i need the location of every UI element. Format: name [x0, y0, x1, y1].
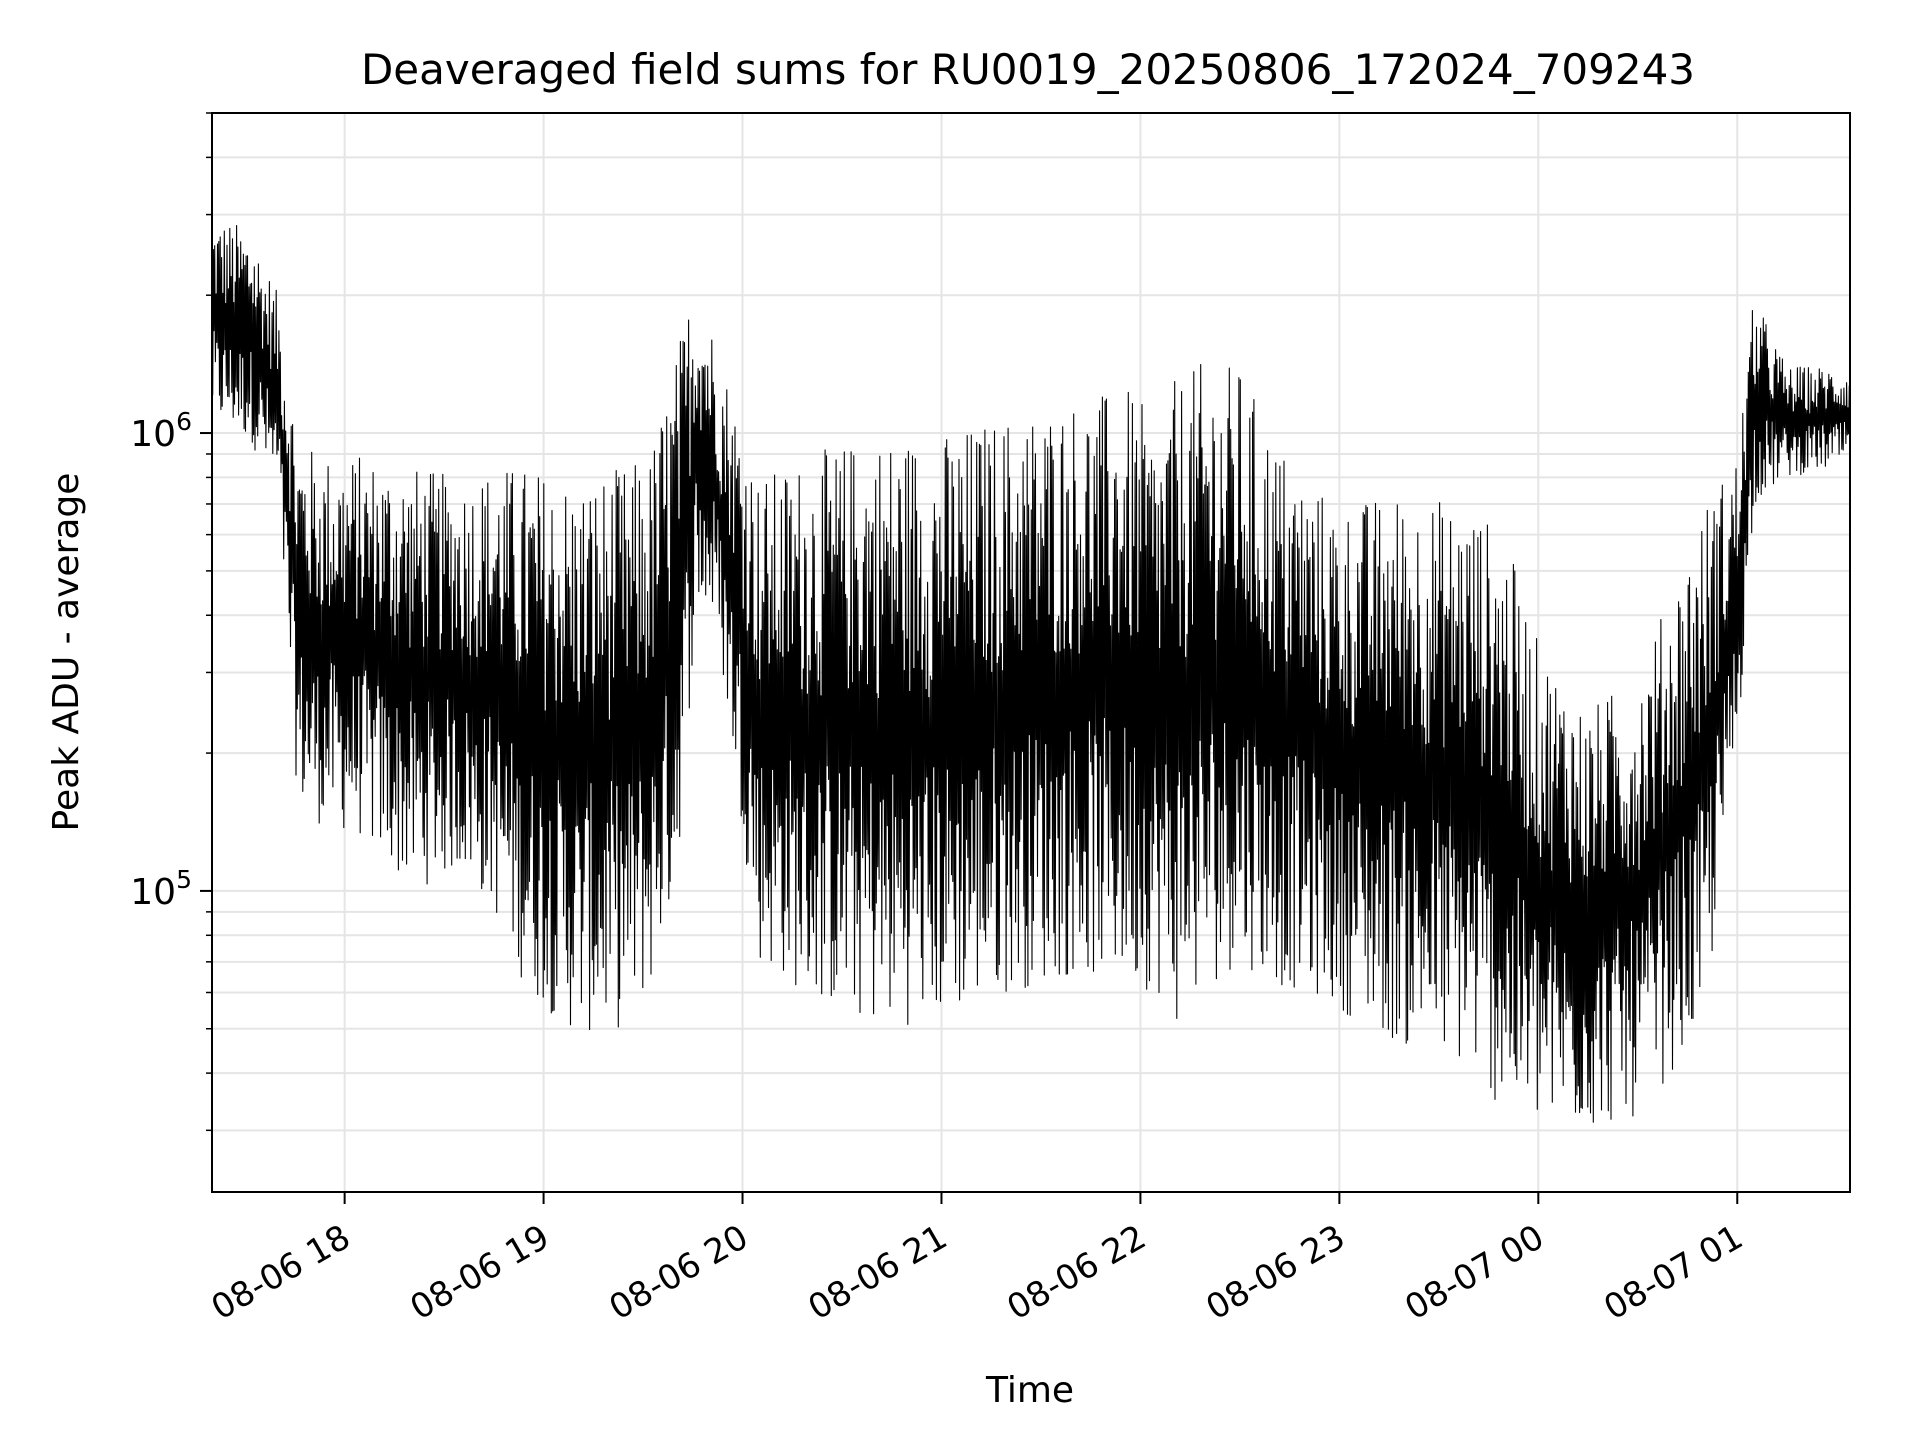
- y-tick-label-base: 10: [130, 414, 176, 455]
- y-tick-label: 106: [130, 407, 192, 455]
- y-tick-label-exponent: 5: [176, 865, 192, 894]
- chart-title: Deaveraged field sums for RU0019_2025080…: [361, 45, 1695, 94]
- data-series-line: [211, 225, 1851, 1123]
- y-tick-label-base: 10: [130, 872, 176, 913]
- y-axis-label: Peak ADU - average: [46, 473, 87, 832]
- series-line-path: [211, 225, 1851, 1123]
- plot-area-frame: [211, 112, 1851, 1193]
- x-axis-label: Time: [985, 1370, 1074, 1411]
- y-tick-label: 105: [130, 865, 192, 913]
- y-tick-label-exponent: 6: [176, 407, 192, 436]
